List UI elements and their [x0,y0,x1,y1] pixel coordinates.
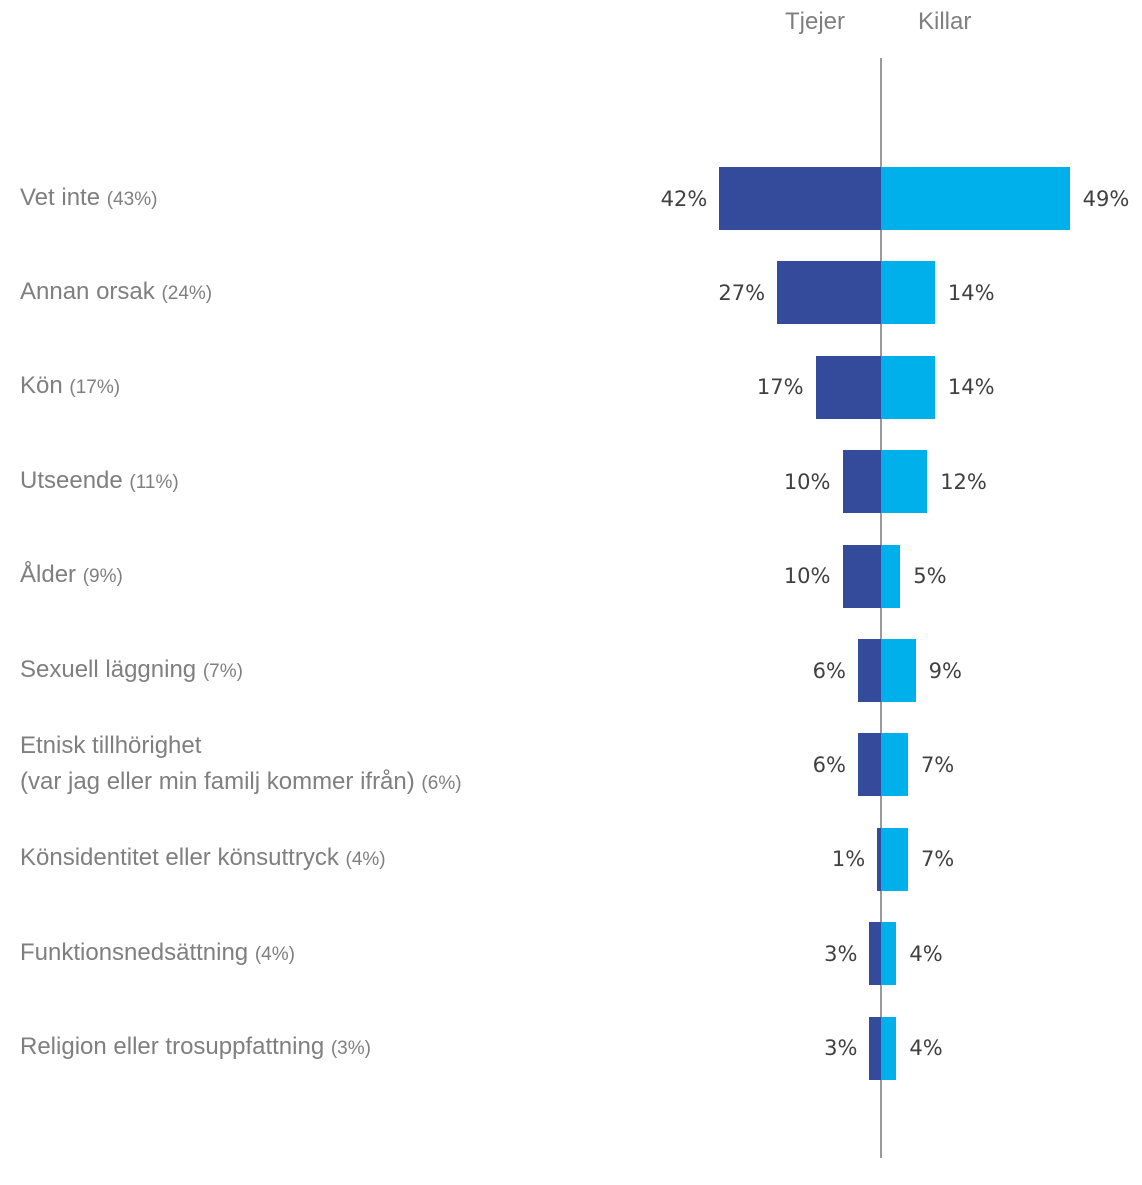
value-label: 49% [1082,186,1130,211]
bar [815,355,881,419]
bar [719,167,881,230]
category-label: Kön (17%) [20,368,120,406]
value-label: 10% [783,564,831,589]
bar [842,544,881,608]
bar [881,544,901,608]
value-label: 7% [920,847,955,872]
category-name: Könsidentitet eller könsuttryck [20,844,339,872]
category-note: (4%) [345,849,386,871]
value-label: 14% [947,375,995,400]
category-label: Sexuell läggning (7%) [20,652,243,690]
bar [869,922,881,986]
category-note: (17%) [69,377,121,399]
category-name: Religion eller trosuppfattning [20,1033,325,1061]
category-note: (7%) [202,660,243,682]
value-label: 4% [909,941,943,966]
category-note: (3%) [330,1038,371,1060]
category-label: Religion eller trosuppfattning (3%) [20,1029,371,1067]
category-note: (4%) [254,943,295,965]
bar [881,355,935,419]
bar [877,827,881,891]
category-name: Etnisk tillhörighet (var jag eller min f… [20,731,415,795]
value-label: 3% [824,1036,858,1061]
bar [881,261,935,325]
value-label: 42% [660,186,708,211]
value-label: 7% [920,752,955,777]
bar [881,733,908,797]
category-note: (43%) [106,188,158,210]
category-name: Kön [20,372,63,400]
value-label: 6% [812,752,846,777]
category-name: Funktionsnedsättning [20,938,249,966]
category-name: Vet inte [20,183,101,211]
bar [777,261,881,325]
bar [881,922,897,986]
value-label: 6% [812,658,846,683]
category-note: (9%) [82,566,123,588]
bar [857,733,881,797]
bar [881,1016,897,1080]
value-label: 5% [913,564,947,589]
value-label: 1% [831,847,866,872]
bar [881,639,916,702]
value-label: 9% [928,658,962,683]
category-note: (6%) [421,772,462,794]
legend-entry: Tjejer [784,8,845,35]
category-label: Etnisk tillhörighet (var jag eller min f… [20,728,462,802]
category-label: Utseende (11%) [20,463,179,501]
bar [881,827,908,891]
value-label: 27% [718,280,766,305]
bar [857,639,881,702]
value-label: 4% [909,1036,943,1061]
category-note: (24%) [161,282,213,304]
category-note: (11%) [129,471,179,493]
category-name: Annan orsak [20,277,155,305]
bar [842,450,881,514]
value-label: 12% [940,469,987,494]
category-name: Ålder [20,561,77,589]
value-label: 3% [824,941,858,966]
bar [869,1016,881,1080]
bar [881,167,1070,230]
value-label: 10% [783,469,831,494]
category-name: Utseende [20,466,123,494]
category-name: Sexuell läggning [20,655,197,683]
value-label: 17% [756,375,804,400]
category-label: Ålder (9%) [20,557,123,595]
category-label: Könsidentitet eller könsuttryck (4%) [20,840,386,878]
legend-entry: Killar [918,8,972,35]
value-label: 14% [947,280,995,305]
category-label: Funktionsnedsättning (4%) [20,935,295,973]
center-line [880,58,882,1158]
bar [881,450,928,514]
category-label: Vet inte (43%) [20,180,157,218]
category-label: Annan orsak (24%) [20,274,212,312]
